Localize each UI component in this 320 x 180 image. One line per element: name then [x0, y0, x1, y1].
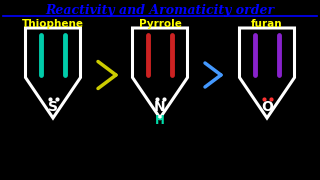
- Text: O: O: [261, 100, 273, 114]
- Text: furan: furan: [251, 19, 283, 29]
- Text: H: H: [155, 114, 165, 127]
- Text: Pyrrole: Pyrrole: [139, 19, 181, 29]
- Text: N: N: [154, 100, 166, 114]
- Text: Reactivity and Aromaticity order: Reactivity and Aromaticity order: [45, 3, 275, 17]
- Text: Thiophene: Thiophene: [22, 19, 84, 29]
- Text: S: S: [48, 100, 58, 114]
